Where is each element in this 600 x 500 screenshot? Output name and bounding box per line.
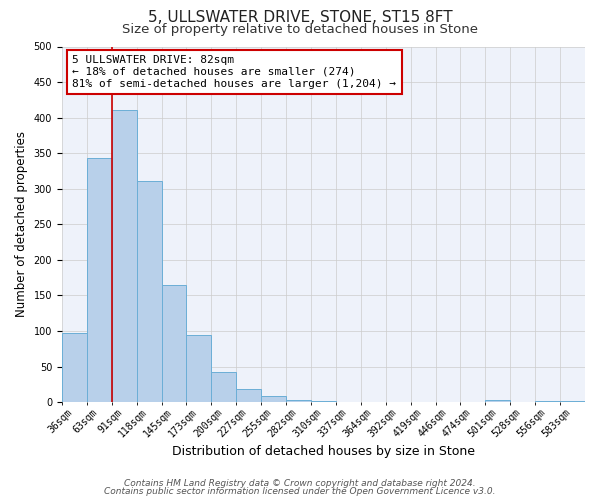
Bar: [261, 396, 286, 402]
Bar: [62, 333, 87, 402]
Bar: [112, 110, 137, 402]
Bar: [87, 158, 112, 402]
Y-axis label: Number of detached properties: Number of detached properties: [15, 132, 28, 318]
Text: Contains HM Land Registry data © Crown copyright and database right 2024.: Contains HM Land Registry data © Crown c…: [124, 478, 476, 488]
Bar: [560, 400, 585, 402]
Bar: [286, 400, 311, 402]
Bar: [187, 334, 211, 402]
Text: Size of property relative to detached houses in Stone: Size of property relative to detached ho…: [122, 22, 478, 36]
Text: Contains public sector information licensed under the Open Government Licence v3: Contains public sector information licen…: [104, 487, 496, 496]
Text: 5, ULLSWATER DRIVE, STONE, ST15 8FT: 5, ULLSWATER DRIVE, STONE, ST15 8FT: [148, 10, 452, 25]
Bar: [236, 390, 261, 402]
Bar: [535, 400, 560, 402]
Text: 5 ULLSWATER DRIVE: 82sqm
← 18% of detached houses are smaller (274)
81% of semi-: 5 ULLSWATER DRIVE: 82sqm ← 18% of detach…: [73, 56, 397, 88]
Bar: [211, 372, 236, 402]
X-axis label: Distribution of detached houses by size in Stone: Distribution of detached houses by size …: [172, 444, 475, 458]
Bar: [161, 286, 187, 402]
Bar: [137, 181, 161, 402]
Bar: [485, 400, 510, 402]
